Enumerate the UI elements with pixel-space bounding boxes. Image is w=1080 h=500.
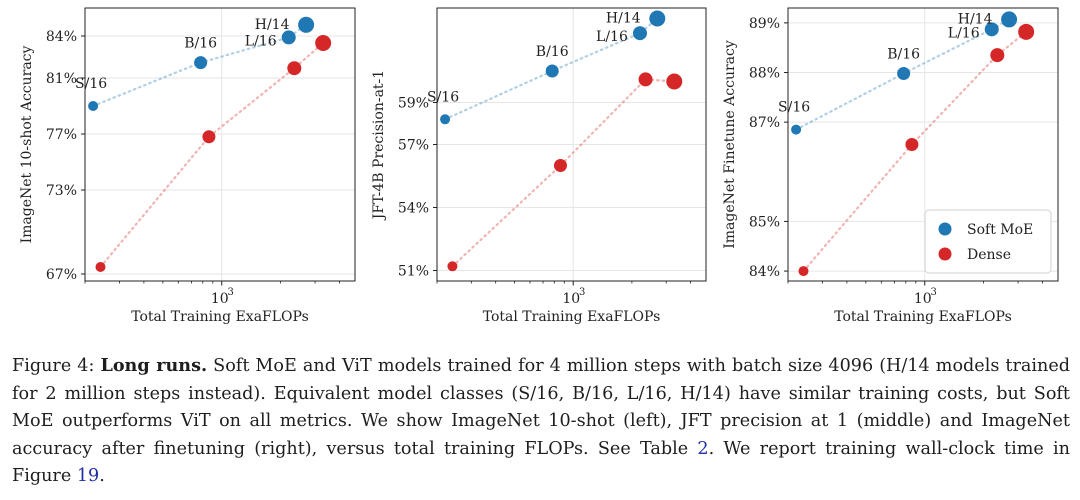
- plot-frame: [787, 7, 1059, 282]
- y-tick-label: 59%: [398, 96, 429, 112]
- chart-panel-3: 84% 85% 87% 88% 89% 103 Total Training ExaFLOP…: [722, 7, 1059, 325]
- legend-label: Soft MoE: [967, 222, 1033, 238]
- data-point-soft-moe[interactable]: [1001, 11, 1018, 28]
- series-line-soft-moe: [794, 18, 1011, 131]
- y-tick-label: 88%: [749, 66, 780, 82]
- point-label: H/14: [606, 11, 641, 27]
- chart-panel-2: 51% 54% 57% 59% 103 Total Training ExaFLOPs JF…: [371, 7, 707, 325]
- point-label: L/16: [245, 33, 277, 49]
- point-label: B/16: [184, 36, 217, 52]
- series-line-soft-moe: [91, 23, 308, 108]
- caption-title: Long runs.: [100, 355, 208, 376]
- y-axis-label: ImageNet 10-shot Accuracy: [19, 45, 35, 243]
- data-point-dense[interactable]: [315, 35, 332, 51]
- chart-panel-1: 67% 73% 77% 81% 84% 103 Total Training ExaFLOP…: [19, 7, 356, 325]
- x-axis-label: Total Training ExaFLOPs: [834, 309, 1012, 325]
- x-tick-label: 10: [562, 291, 580, 307]
- data-point-dense[interactable]: [990, 48, 1005, 63]
- data-point-dense[interactable]: [798, 266, 809, 277]
- data-point-dense[interactable]: [287, 61, 302, 76]
- point-label: B/16: [887, 47, 920, 63]
- legend-marker: [938, 222, 952, 236]
- legend: Soft MoE Dense: [924, 209, 1052, 274]
- y-tick-label: 81%: [46, 71, 77, 87]
- data-point-soft-moe[interactable]: [281, 30, 296, 45]
- figure-ref-link[interactable]: 19: [76, 466, 100, 486]
- y-tick-label: 77%: [46, 127, 77, 143]
- point-label: S/16: [75, 76, 107, 92]
- data-point-dense[interactable]: [95, 262, 106, 272]
- series-dense: [798, 23, 1035, 277]
- x-tick-label-exponent: 3: [931, 287, 937, 298]
- series-line-dense: [451, 78, 676, 268]
- x-axis-label: Total Training ExaFLOPs: [483, 309, 661, 325]
- y-tick-label: 54%: [398, 201, 429, 217]
- series-line-soft-moe: [444, 17, 659, 121]
- y-tick-label: 57%: [398, 138, 429, 154]
- x-tick-label: 10: [211, 291, 229, 307]
- point-label: S/16: [778, 100, 810, 116]
- data-point-dense[interactable]: [666, 73, 683, 90]
- series-line-dense: [802, 30, 1028, 273]
- series-soft-moe: S/16 B/16 L/16H/14: [778, 11, 1018, 135]
- plot-frame: [84, 7, 356, 282]
- data-point-soft-moe[interactable]: [791, 124, 802, 135]
- legend-box: [924, 209, 1052, 274]
- data-point-dense[interactable]: [905, 138, 919, 151]
- y-axis-label: JFT-4B Precision-at-1: [371, 70, 387, 221]
- data-point-soft-moe[interactable]: [88, 101, 99, 111]
- legend-marker: [938, 247, 952, 261]
- data-point-dense[interactable]: [1018, 23, 1035, 40]
- point-label: B/16: [536, 44, 569, 60]
- series-soft-moe: S/16 B/16 L/16 H/14: [427, 10, 666, 125]
- figure-caption: Figure 4: Long runs. Soft MoE and ViT mo…: [12, 352, 1070, 491]
- data-point-dense[interactable]: [447, 261, 458, 272]
- y-axis-label: ImageNet Finetune Accuracy: [722, 40, 738, 249]
- y-tick-label: 84%: [46, 29, 77, 45]
- data-point-dense[interactable]: [638, 72, 653, 87]
- data-point-soft-moe[interactable]: [194, 56, 208, 70]
- y-tick-label: 87%: [749, 115, 780, 131]
- point-label: H/14: [958, 11, 993, 27]
- x-tick-label-exponent: 3: [579, 287, 585, 298]
- data-point-soft-moe[interactable]: [897, 67, 911, 81]
- data-point-soft-moe[interactable]: [984, 22, 999, 37]
- point-label: H/14: [255, 17, 290, 33]
- x-axis-label: Total Training ExaFLOPs: [131, 309, 309, 325]
- series-soft-moe: S/16 B/16 L/16H/14: [75, 16, 315, 111]
- figure-label: Figure 4:: [12, 356, 95, 376]
- point-label: L/16: [596, 29, 628, 45]
- data-point-soft-moe[interactable]: [298, 16, 315, 33]
- caption-text: Soft MoE and ViT models trained for 4 mi…: [12, 356, 1070, 459]
- y-tick-label: 85%: [749, 214, 780, 230]
- data-point-soft-moe[interactable]: [545, 64, 559, 78]
- y-tick-label: 84%: [749, 264, 780, 280]
- data-point-soft-moe[interactable]: [440, 114, 451, 125]
- series-dense: [95, 35, 332, 272]
- x-tick-label: 10: [914, 291, 932, 307]
- data-point-soft-moe[interactable]: [649, 10, 666, 27]
- legend-label: Dense: [967, 247, 1011, 263]
- data-point-dense[interactable]: [202, 130, 216, 144]
- point-label: S/16: [427, 89, 459, 105]
- caption-text-3: .: [99, 466, 105, 486]
- point-label: L/16: [948, 25, 980, 41]
- series-dense: [447, 72, 683, 272]
- series-line-dense: [99, 41, 325, 269]
- data-point-dense[interactable]: [553, 159, 567, 172]
- x-tick-label-exponent: 3: [228, 287, 234, 298]
- y-tick-label: 51%: [398, 264, 429, 280]
- caption-text-2: . We report training wall-clock time in …: [12, 438, 1070, 487]
- y-tick-label: 67%: [46, 267, 77, 283]
- y-tick-label: 89%: [749, 16, 780, 32]
- table-ref-link[interactable]: 2: [697, 438, 709, 459]
- data-point-soft-moe[interactable]: [632, 26, 647, 41]
- y-tick-label: 73%: [46, 183, 77, 199]
